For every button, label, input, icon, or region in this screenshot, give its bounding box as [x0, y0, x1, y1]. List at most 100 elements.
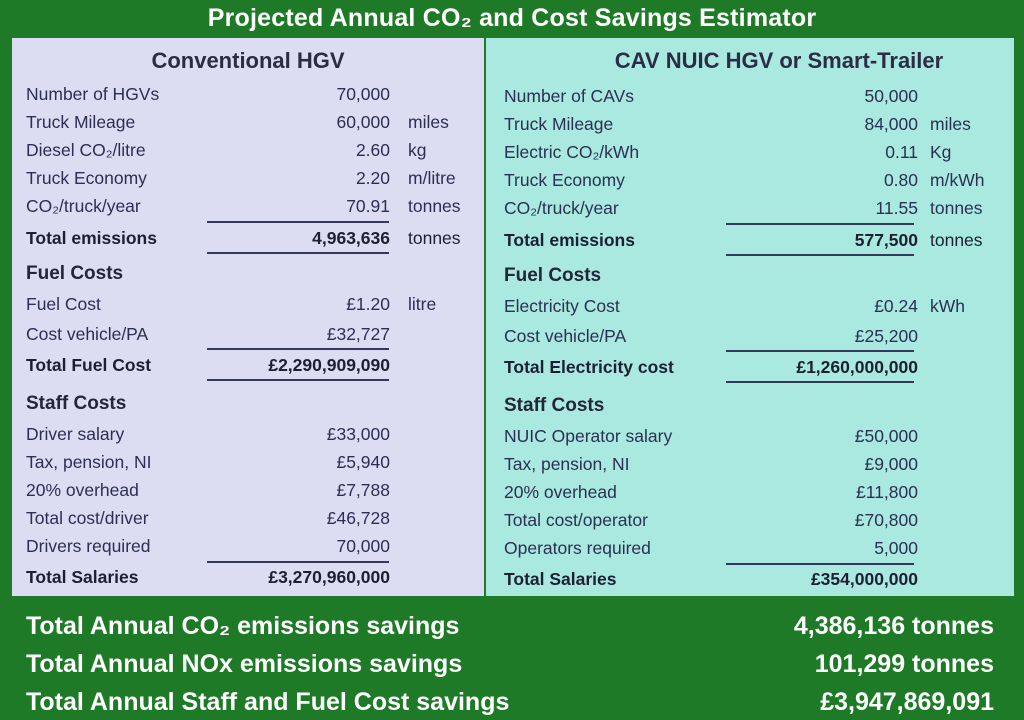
row-unit: Kg	[930, 142, 952, 162]
summary-label: Total Annual Staff and Fuel Cost savings	[26, 688, 510, 716]
row-label: 20% overhead	[26, 480, 139, 500]
section-heading: Staff Costs	[26, 393, 127, 414]
divider	[726, 563, 914, 565]
row-label: Cost vehicle/PA	[26, 324, 149, 344]
row-value: £1,260,000,000	[796, 357, 918, 377]
table-row: Operators required 5,000	[504, 534, 1010, 562]
summary-value: 101,299 tonnes	[814, 650, 994, 678]
row-label: Electricity Cost	[504, 296, 620, 316]
cav-nuic-panel: CAV NUIC HGV or Smart-Trailer Number of …	[486, 38, 1014, 596]
row-value: 70,000	[336, 84, 390, 104]
row-value: 2.20	[355, 168, 390, 188]
row-unit: kWh	[930, 296, 965, 316]
row-value: £9,000	[864, 454, 918, 474]
row-unit: m/litre	[408, 168, 456, 188]
table-row: Truck Mileage 60,000 miles	[26, 108, 476, 136]
row-unit: kg	[408, 140, 427, 160]
divider	[207, 348, 389, 350]
row-value: 11.55	[875, 198, 919, 218]
savings-summary: Total Annual CO₂ emissions savings 4,386…	[0, 596, 1024, 720]
row-label: Number of HGVs	[26, 84, 160, 104]
row-label: Diesel CO₂/litre	[26, 140, 146, 160]
row-unit: m/kWh	[930, 170, 985, 190]
co2-savings-row: Total Annual CO₂ emissions savings 4,386…	[26, 608, 994, 644]
row-label: Total Fuel Cost	[26, 355, 152, 375]
section-heading: Fuel Costs	[504, 265, 602, 286]
row-label: Tax, pension, NI	[504, 454, 630, 474]
table-row: Electricity Cost £0.24 kWh	[504, 292, 1010, 320]
row-label: Driver salary	[26, 424, 125, 444]
divider	[726, 381, 914, 383]
table-row: Total cost/operator £70,800	[504, 506, 1010, 534]
table-row: Number of CAVs 50,000	[504, 82, 1010, 110]
row-unit: tonnes	[408, 228, 461, 248]
row-value: £7,788	[336, 480, 390, 500]
row-label: Truck Economy	[504, 170, 625, 190]
row-label: Total Electricity cost	[504, 357, 674, 377]
row-label: Total Salaries	[26, 567, 139, 587]
row-value: 70,000	[336, 536, 390, 556]
table-row: CO₂/truck/year 11.55 tonnes	[504, 194, 1010, 222]
table-row: Truck Mileage 84,000 miles	[504, 110, 1010, 138]
row-unit: tonnes	[930, 230, 983, 250]
row-label: Cost vehicle/PA	[504, 326, 627, 346]
divider	[207, 221, 389, 223]
table-row: NUIC Operator salary £50,000	[504, 422, 1010, 450]
table-row: Truck Economy 0.80 m/kWh	[504, 166, 1010, 194]
row-value: £33,000	[326, 424, 390, 444]
table-row: 20% overhead £11,800	[504, 478, 1010, 506]
row-value: £50,000	[854, 426, 918, 446]
row-value: 84,000	[864, 114, 918, 134]
row-label: Total cost/driver	[26, 508, 149, 528]
total-salaries-row: Total Salaries £3,270,960,000	[26, 563, 476, 591]
total-electricity-cost-row: Total Electricity cost £1,260,000,000	[504, 353, 1010, 381]
row-value: £32,727	[326, 324, 390, 344]
summary-label: Total Annual CO₂ emissions savings	[26, 612, 460, 640]
summary-value: £3,947,869,091	[820, 688, 994, 716]
cost-savings-row: Total Annual Staff and Fuel Cost savings…	[26, 684, 994, 720]
row-value: £70,800	[854, 510, 918, 530]
summary-value: 4,386,136 tonnes	[793, 612, 994, 640]
row-unit: tonnes	[408, 196, 461, 216]
row-label: CO₂/truck/year	[504, 198, 619, 218]
row-label: Total emissions	[504, 230, 635, 250]
row-unit: litre	[408, 294, 437, 314]
row-label: Tax, pension, NI	[26, 452, 152, 472]
table-row: Tax, pension, NI £9,000	[504, 450, 1010, 478]
row-label: 20% overhead	[504, 482, 617, 502]
row-value: 577,500	[854, 230, 918, 250]
row-value: £354,000,000	[810, 569, 918, 589]
divider	[207, 561, 389, 563]
panel-heading: CAV NUIC HGV or Smart-Trailer	[614, 48, 944, 73]
summary-label: Total Annual NOx emissions savings	[26, 650, 463, 678]
row-value: £0.24	[874, 296, 918, 316]
table-row: Cost vehicle/PA £32,727	[26, 320, 476, 348]
row-value: 50,000	[864, 86, 918, 106]
table-row: Driver salary £33,000	[26, 420, 476, 448]
row-value: £2,290,909,090	[268, 355, 390, 375]
section-heading: Staff Costs	[504, 395, 605, 416]
row-unit: miles	[408, 112, 449, 132]
row-value: £5,940	[336, 452, 390, 472]
row-value: 70.91	[346, 196, 390, 216]
row-label: Truck Mileage	[504, 114, 614, 134]
page-title: Projected Annual CO₂ and Cost Savings Es…	[207, 4, 817, 32]
row-value: £11,800	[856, 482, 918, 502]
table-row: Electric CO₂/kWh 0.11 Kg	[504, 138, 1010, 166]
row-label: Truck Mileage	[26, 112, 136, 132]
divider	[726, 223, 914, 225]
row-value: 0.11	[885, 142, 918, 162]
total-fuel-cost-row: Total Fuel Cost £2,290,909,090	[26, 351, 476, 379]
table-row: CO₂/truck/year 70.91 tonnes	[26, 192, 476, 220]
nox-savings-row: Total Annual NOx emissions savings 101,2…	[26, 646, 994, 682]
row-label: Total emissions	[26, 228, 157, 248]
row-value: £3,270,960,000	[268, 567, 390, 587]
table-row: Drivers required 70,000	[26, 532, 476, 560]
divider	[726, 254, 914, 256]
table-row: Number of HGVs 70,000	[26, 80, 476, 108]
divider	[207, 379, 389, 381]
row-label: Fuel Cost	[26, 294, 101, 314]
table-row: Cost vehicle/PA £25,200	[504, 322, 1010, 350]
table-row: Truck Economy 2.20 m/litre	[26, 164, 476, 192]
divider	[726, 350, 914, 352]
